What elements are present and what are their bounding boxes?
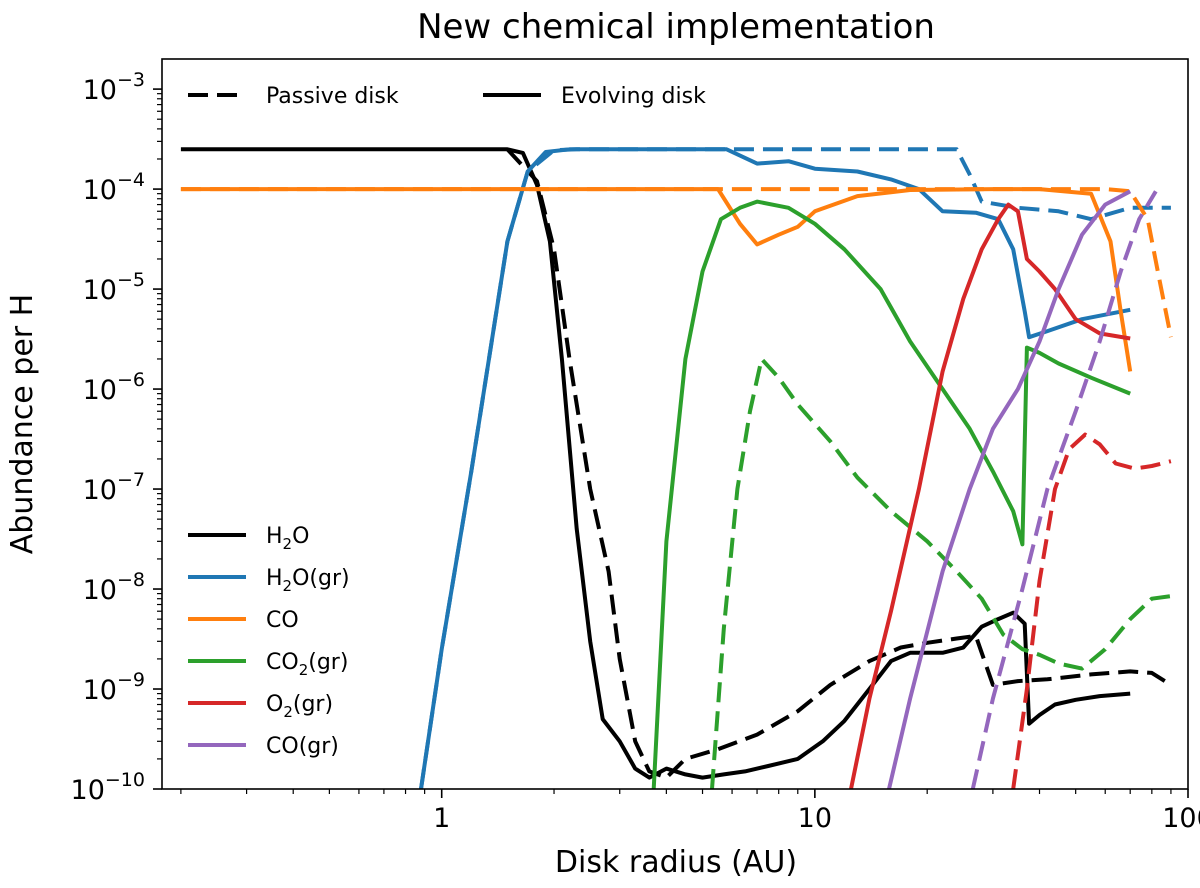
y-tick-label: 10−4 <box>83 169 145 206</box>
series-line-co-passive-disk <box>180 187 1173 338</box>
style-legend-label: Passive disk <box>266 84 399 109</box>
y-tick-label: 10−6 <box>83 369 145 406</box>
series-line-o2-gr-evolving-disk <box>849 202 1131 790</box>
series-line-h2o-gr-passive-disk <box>419 147 1171 790</box>
plot-frame <box>161 58 1189 790</box>
style-legend: Passive disk Evolving disk <box>188 84 706 109</box>
series-layer <box>180 147 1173 790</box>
y-tick-label: 10−8 <box>83 569 145 606</box>
chart-title: New chemical implementation <box>417 7 935 47</box>
y-tick-label: 10−7 <box>83 469 145 506</box>
y-tick-label: 10−9 <box>83 669 145 706</box>
y-tick-label: 10−3 <box>83 69 145 106</box>
series-line-co-gr-evolving-disk <box>887 189 1132 790</box>
series-line-co2-gr-evolving-disk <box>651 199 1131 790</box>
species-legend-label: CO2(gr) <box>266 650 348 679</box>
species-legend-label: H2O <box>266 524 309 553</box>
species-legend-label: CO <box>266 608 299 633</box>
y-axis-title: Abundance per H <box>5 294 40 554</box>
ticks-layer: 1 10 100 10−10 10−9 10−8 10−7 10−6 10−5 10−4 10−3 <box>71 69 1200 834</box>
x-tick-label: 1 <box>433 803 450 834</box>
x-tick-label: 100 <box>1162 803 1200 834</box>
species-legend-label: O2(gr) <box>266 692 333 721</box>
x-tick-label: 10 <box>798 803 832 834</box>
series-line-co-evolving-disk <box>180 187 1133 372</box>
y-tick-label: 10−5 <box>83 269 145 306</box>
series-line-h2o-passive-disk <box>505 147 1172 780</box>
series-line-o2-gr-passive-disk <box>1011 432 1172 790</box>
y-tick-label: 10−10 <box>71 769 145 806</box>
series-line-co-gr-passive-disk <box>970 190 1158 790</box>
series-line-co2-gr-passive-disk <box>710 357 1172 790</box>
series-line-h2o-gr-evolving-disk <box>419 147 1131 790</box>
species-legend-label: H2O(gr) <box>266 566 350 595</box>
x-axis-title: Disk radius (AU) <box>555 845 797 880</box>
series-line-h2o-evolving-disk <box>180 147 1131 780</box>
species-legend: H2O H2O(gr) CO CO2(gr) O2(gr) CO(gr) <box>188 524 350 759</box>
species-legend-label: CO(gr) <box>266 734 339 759</box>
style-legend-label: Evolving disk <box>561 84 706 109</box>
